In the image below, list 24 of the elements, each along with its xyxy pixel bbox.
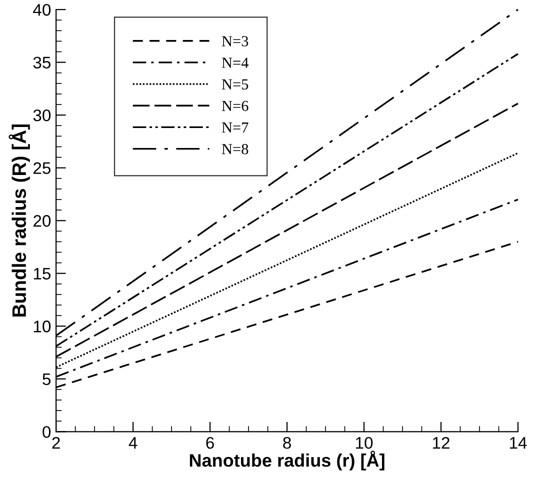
y-tick-label: 15 [34,268,51,280]
y-tick-label: 30 [33,109,51,122]
y-tick-label: 40 [33,4,51,16]
y-tick-label: 20 [34,215,51,227]
legend-label: N=3 [222,36,248,46]
x-tick-label: 10 [356,436,373,449]
y-tick-label: 25 [34,162,51,174]
legend-label: N=4 [222,58,249,68]
legend-label: N=6 [222,100,248,112]
y-tick-label: 10 [34,320,51,332]
legend-label: N=8 [222,144,248,154]
x-tick-label: 8 [283,436,291,449]
x-axis-title: Nanotube radius (r) [Å] [190,450,384,470]
y-tick-label: 0 [42,426,51,438]
x-tick-label: 2 [52,436,60,449]
legend-label: N=5 [222,79,248,90]
y-tick-label: 35 [33,56,51,69]
legend-label: N=7 [222,122,248,133]
y-tick-label: 5 [42,373,51,386]
x-tick-label: 4 [128,437,138,449]
x-tick-label: 14 [510,437,527,449]
x-tick-label: 6 [206,436,214,449]
y-axis-title: Bundle radius (R) [Å] [8,124,30,317]
x-tick-label: 12 [433,436,450,449]
